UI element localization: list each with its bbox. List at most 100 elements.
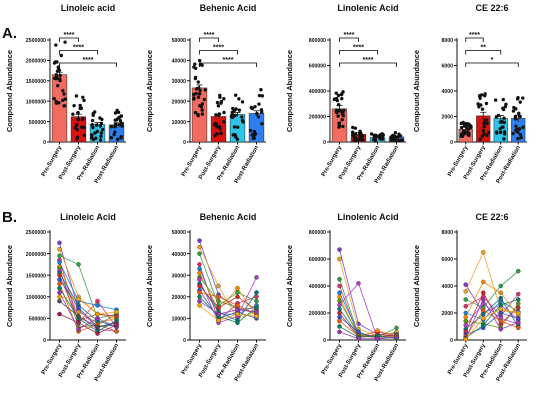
series-point: [76, 305, 81, 310]
data-point: [61, 88, 65, 93]
y-tick-label: 2000: [441, 115, 453, 121]
series-point: [57, 277, 62, 282]
data-point: [481, 128, 486, 133]
chart-title: Linolenic Acid: [337, 212, 398, 222]
data-point: [519, 135, 523, 140]
data-point: [337, 121, 341, 126]
series-line: [59, 255, 117, 319]
series-point: [394, 335, 399, 340]
data-point: [192, 65, 196, 69]
data-point: [240, 100, 245, 104]
series-point: [57, 247, 62, 252]
data-point: [90, 135, 94, 140]
y-tick-label: 30000: [172, 79, 187, 85]
y-tick-label: 0: [450, 140, 453, 146]
series-point: [337, 290, 342, 295]
series-point: [254, 275, 259, 280]
series-point: [516, 297, 521, 302]
chart-2: Behenic Acid Compound Abundance 0 10000 2000…: [145, 3, 266, 185]
data-point: [91, 125, 95, 130]
data-point: [485, 133, 489, 138]
series-point: [254, 298, 259, 304]
chart-title: Linoleic Acid: [60, 212, 116, 222]
data-point: [237, 97, 241, 101]
significance-label: ****: [353, 45, 364, 52]
significance-bracket: [339, 62, 397, 67]
data-point: [56, 83, 60, 88]
data-point: [57, 101, 61, 105]
series-point: [516, 316, 521, 321]
series-point: [57, 253, 62, 259]
data-point: [353, 137, 358, 142]
y-tick-label: 1500000: [26, 273, 46, 279]
y-tick-label: 20000: [172, 99, 187, 105]
data-point: [76, 117, 80, 121]
series-point: [337, 318, 342, 324]
data-point: [399, 138, 404, 142]
data-point: [198, 88, 202, 93]
chart-5: Linoleic Acid Compound Abundance 0 500000 10…: [5, 212, 126, 383]
data-point: [334, 91, 338, 95]
significance-bracket: [465, 37, 484, 42]
series-point: [480, 249, 486, 255]
data-point: [518, 114, 522, 119]
data-point: [502, 116, 506, 120]
series-point: [463, 322, 468, 328]
series-point: [216, 311, 221, 317]
series-point: [57, 272, 62, 278]
data-point: [511, 131, 515, 136]
data-point: [202, 97, 207, 102]
y-tick-label: 2500000: [26, 230, 46, 236]
data-point: [199, 105, 204, 109]
series-point: [516, 291, 521, 297]
data-point: [232, 125, 237, 129]
data-point: [74, 94, 79, 98]
data-point: [215, 125, 219, 129]
series-point: [197, 290, 202, 295]
data-point: [396, 135, 400, 139]
data-point: [109, 136, 114, 140]
data-point: [62, 92, 66, 96]
series-point: [114, 329, 119, 334]
data-point: [260, 110, 264, 114]
data-point: [502, 137, 506, 141]
data-point: [501, 125, 505, 129]
y-tick-label: 2500000: [26, 38, 46, 44]
data-point: [192, 96, 196, 100]
data-point: [518, 132, 523, 137]
series-point: [480, 308, 486, 313]
significance-label: ****: [73, 45, 84, 52]
chart-6: Behenic Acid Compound Abundance 0 10000 2000…: [145, 212, 266, 383]
data-point: [81, 95, 85, 99]
data-point: [193, 75, 198, 80]
data-point: [222, 97, 226, 101]
data-point: [502, 130, 507, 134]
y-tick-label: 50000: [172, 230, 187, 236]
data-point: [233, 93, 238, 97]
series-point: [254, 313, 259, 319]
data-point: [517, 111, 521, 116]
y-tick-label: 0: [43, 338, 46, 344]
series-point: [480, 279, 486, 285]
chart-3: Linolenic Acid Compound Abundance 0 200000 4…: [285, 3, 406, 185]
series-point: [463, 282, 468, 287]
data-point: [335, 110, 339, 115]
data-point: [99, 121, 104, 125]
significance-bracket: [199, 50, 238, 55]
data-point: [215, 132, 219, 136]
data-point: [466, 127, 471, 131]
series-line: [59, 313, 117, 335]
data-point: [358, 137, 362, 142]
y-axis-label: Compound Abundance: [145, 245, 154, 327]
series-point: [197, 298, 202, 304]
data-point: [119, 134, 123, 139]
chart-4: CE 22:6 Compound Abundance 0 2000 4000 6000 80…: [412, 3, 527, 185]
y-tick-label: 0: [450, 338, 453, 344]
series-point: [216, 298, 221, 304]
data-point: [82, 98, 86, 103]
series-point: [498, 310, 503, 316]
data-point: [91, 113, 95, 117]
series-point: [235, 285, 240, 291]
series-line: [199, 253, 257, 307]
